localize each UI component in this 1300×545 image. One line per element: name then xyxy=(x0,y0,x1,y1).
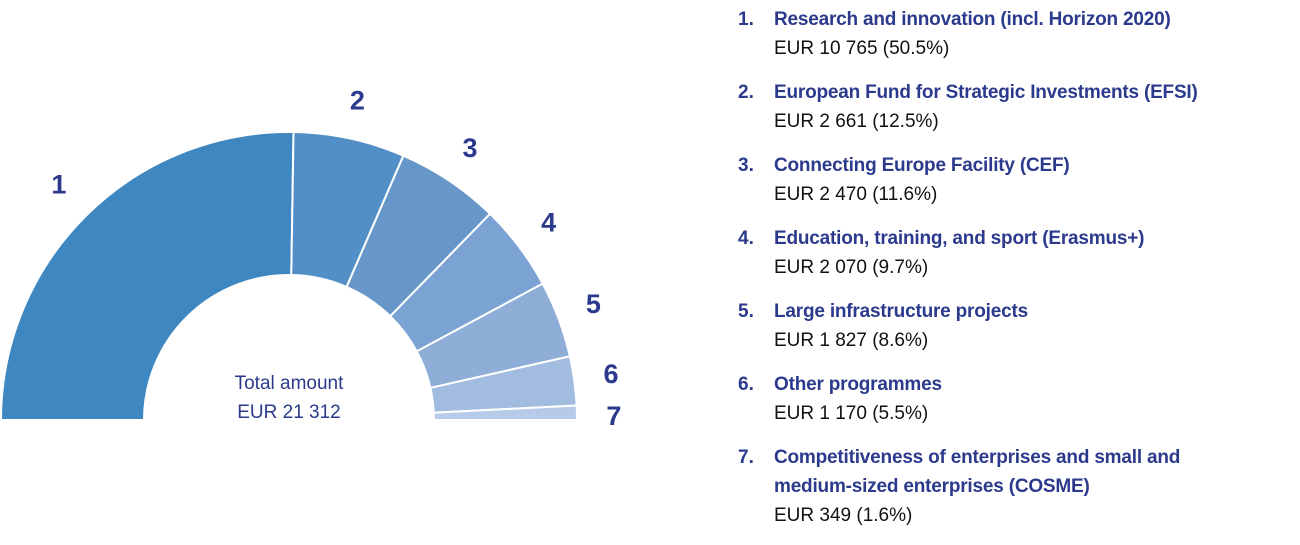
legend-number: 7. xyxy=(738,447,754,468)
legend-value: EUR 1 827 (8.6%) xyxy=(774,330,929,351)
legend-title: Education, training, and sport (Erasmus+… xyxy=(774,228,1145,249)
half-donut-chart: 1 2 3 4 5 6 7 xyxy=(0,85,621,431)
legend-value: EUR 349 (1.6%) xyxy=(774,505,913,526)
legend-value: EUR 2 470 (11.6%) xyxy=(774,184,938,205)
slice-label-1: 1 xyxy=(51,169,66,199)
total-amount-value: EUR 21 312 xyxy=(237,402,341,423)
legend-number: 1. xyxy=(738,9,754,30)
slice-label-6: 6 xyxy=(603,359,618,389)
legend-number: 2. xyxy=(738,82,754,103)
legend-title: Connecting Europe Facility (CEF) xyxy=(774,155,1070,176)
slice-label-2: 2 xyxy=(350,85,365,115)
legend-item: 1. Research and innovation (incl. Horizon… xyxy=(738,5,1298,63)
legend-item: 6. Other programmes EUR 1 170 (5.5%) xyxy=(738,370,1298,428)
legend-number: 3. xyxy=(738,155,754,176)
slice-7 xyxy=(432,404,579,421)
total-amount-label: Total amount xyxy=(234,373,344,394)
slice-1 xyxy=(0,131,295,421)
legend-item: 3. Connecting Europe Facility (CEF) EUR 2 … xyxy=(738,151,1298,209)
legend-number: 4. xyxy=(738,228,754,249)
legend-title: Competitiveness of enterprises and small… xyxy=(774,447,1181,497)
slice-label-7: 7 xyxy=(606,401,621,431)
legend-item: 4. Education, training, and sport (Erasmu… xyxy=(738,224,1298,282)
legend-item: 5. Large infrastructure projects EUR 1 827… xyxy=(738,297,1298,355)
legend-title: Other programmes xyxy=(774,374,942,395)
legend-title: Research and innovation (incl. Horizon 2… xyxy=(774,9,1171,30)
legend-value: EUR 2 070 (9.7%) xyxy=(774,257,929,278)
legend-title: Large infrastructure projects xyxy=(774,301,1028,322)
slice-label-3: 3 xyxy=(462,133,477,163)
slice-label-4: 4 xyxy=(541,208,556,238)
legend-value: EUR 1 170 (5.5%) xyxy=(774,403,929,424)
legend-number: 5. xyxy=(738,301,754,322)
legend-title: European Fund for Strategic Investments … xyxy=(774,82,1198,103)
legend-value: EUR 2 661 (12.5%) xyxy=(774,111,939,132)
legend-number: 6. xyxy=(738,374,754,395)
legend-value: EUR 10 765 (50.5%) xyxy=(774,38,950,59)
legend-item: 2. European Fund for Strategic Investment… xyxy=(738,78,1298,136)
legend-item: 7. Competitiveness of enterprises and sma… xyxy=(738,443,1298,530)
slice-label-5: 5 xyxy=(586,289,601,319)
legend: 1. Research and innovation (incl. Horizon… xyxy=(738,5,1298,545)
